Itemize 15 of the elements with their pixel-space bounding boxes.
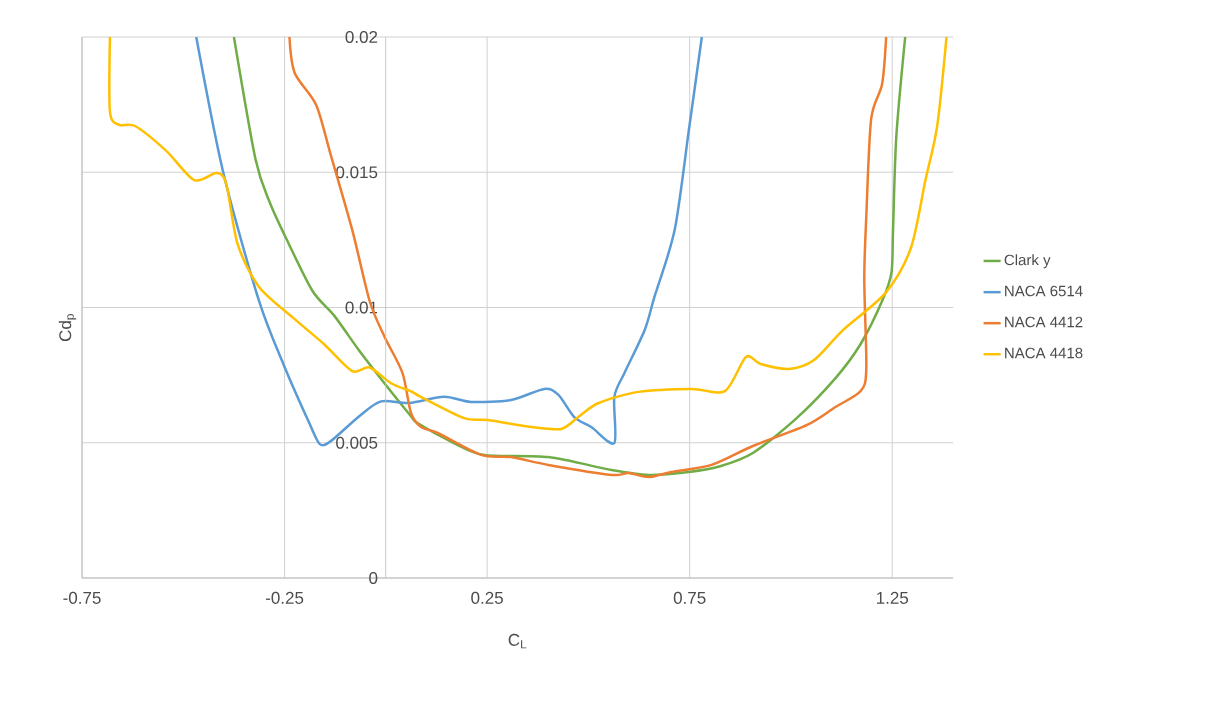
y-tick-label: 0.015 [336, 166, 378, 179]
x-tick-label: 1.25 [876, 591, 909, 604]
legend-label: NACA 4412 [1005, 316, 1083, 328]
x-tick-label: -0.25 [265, 591, 304, 604]
legend-label: NACA 4418 [1005, 347, 1083, 359]
x-tick-label: 0.75 [673, 591, 706, 604]
y-tick-label: 0.005 [336, 436, 378, 449]
y-tick-label: 0.02 [345, 30, 378, 44]
y-tick-label: 0 [369, 571, 378, 585]
x-tick-label: 0.25 [471, 591, 503, 604]
legend-label: Clark y [1004, 254, 1051, 269]
x-axis-title: C$_{L}$ [508, 633, 527, 649]
x-tick-label: -0.75 [63, 591, 101, 604]
y-axis-title: Cd$_{p}$ [58, 314, 77, 342]
legend-label: NACA 6514 [1005, 285, 1083, 297]
